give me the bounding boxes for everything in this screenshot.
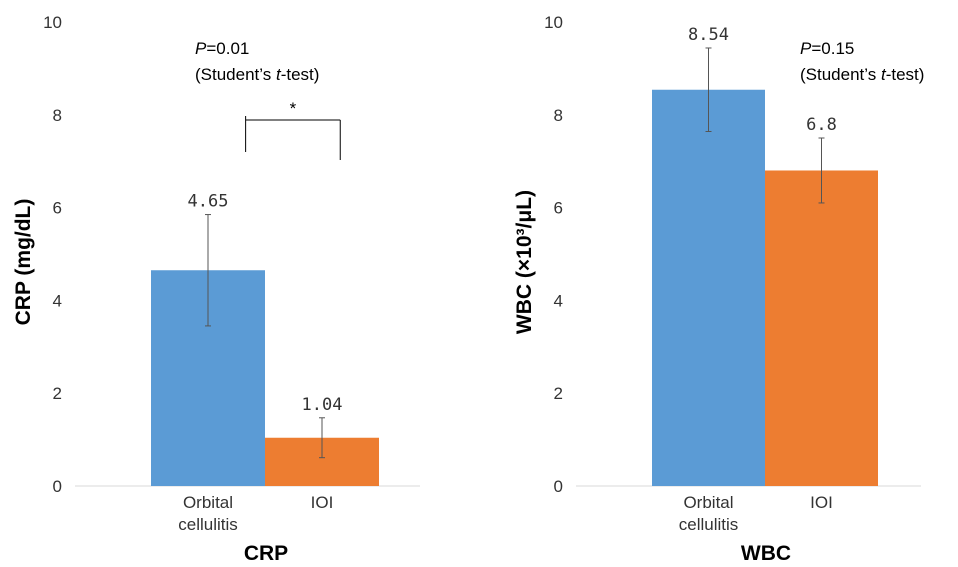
data-label: 8.54 <box>688 25 729 45</box>
category-label-line: Orbital <box>683 493 733 512</box>
y-tick-label: 2 <box>53 384 62 403</box>
wbc-chart-panel: 0 2 4 6 8 10 8.54 Orbital cellulitis 6.8 IOI WBC (×… <box>513 13 924 565</box>
test-suffix: -test) <box>886 65 925 84</box>
p-letter: P <box>195 39 207 58</box>
y-tick-label: 0 <box>53 477 62 496</box>
category-label: IOI <box>810 493 833 512</box>
data-label: 1.04 <box>302 395 343 415</box>
test-t-letter: t <box>881 65 887 84</box>
y-axis-label: CRP (mg/dL) <box>12 199 35 326</box>
p-letter: P <box>800 39 812 58</box>
y-tick-label: 10 <box>43 13 62 32</box>
category-label-line: IOI <box>810 493 833 512</box>
category-label: Orbital cellulitis <box>679 493 739 534</box>
test-suffix: -test) <box>281 65 320 84</box>
p-value-annotation: P=0.01 <box>195 39 249 58</box>
bar <box>652 89 765 486</box>
category-label-line: cellulitis <box>679 515 739 534</box>
y-tick-label: 4 <box>554 291 563 310</box>
significance-marker: * <box>290 99 297 118</box>
test-name: (Student’s <box>800 65 881 84</box>
crp-chart-panel: 0 2 4 6 8 10 4.65 Orbital cellulitis 1.04 IOI CRP (… <box>12 13 420 565</box>
y-tick-label: 10 <box>544 13 563 32</box>
p-value: =0.01 <box>206 39 249 58</box>
p-value: =0.15 <box>811 39 854 58</box>
x-axis-title: CRP <box>244 542 288 565</box>
y-tick-label: 0 <box>554 477 563 496</box>
test-annotation: (Student’s t-test) <box>800 65 924 84</box>
y-tick-label: 8 <box>554 106 563 125</box>
category-label: Orbital cellulitis <box>178 493 238 534</box>
y-tick-label: 8 <box>53 106 62 125</box>
x-axis-title: WBC <box>741 542 791 565</box>
category-label-line: cellulitis <box>178 515 238 534</box>
test-t-letter: t <box>276 65 282 84</box>
p-value-annotation: P=0.15 <box>800 39 854 58</box>
y-tick-label: 6 <box>53 199 62 218</box>
test-name: (Student’s <box>195 65 276 84</box>
y-axis-label: WBC (×10³/μL) <box>513 190 536 334</box>
category-label-line: Orbital <box>183 493 233 512</box>
category-label: IOI <box>311 493 334 512</box>
test-annotation: (Student’s t-test) <box>195 65 319 84</box>
y-tick-label: 4 <box>53 291 62 310</box>
category-label-line: IOI <box>311 493 334 512</box>
bar <box>765 170 878 487</box>
data-label: 6.8 <box>806 115 837 135</box>
y-tick-label: 2 <box>554 384 563 403</box>
y-tick-label: 6 <box>554 199 563 218</box>
data-label: 4.65 <box>188 192 229 212</box>
